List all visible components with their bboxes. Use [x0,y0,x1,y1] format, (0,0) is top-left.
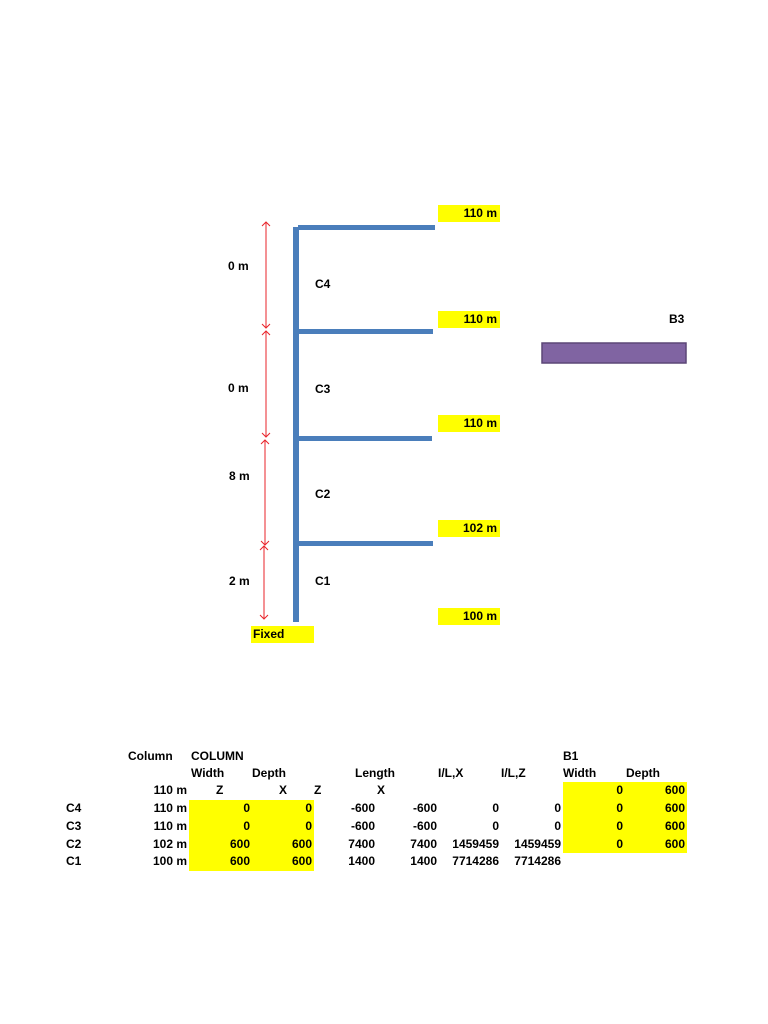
highlight-block [189,800,314,871]
column-label: C2 [315,487,331,501]
row-ilx: 1459459 [452,837,499,851]
span-label: 0 m [228,381,249,395]
row-level: 110 m [153,819,187,833]
row-depth: 0 [305,801,312,815]
row-len-z: -600 [350,819,375,833]
header-x: X [279,783,288,797]
b1-depth-cell: 600 [664,801,685,815]
column-label: C1 [315,574,331,588]
row-len-x: -600 [412,801,437,815]
row-len-z: 7400 [348,837,375,851]
row-level: 102 m [152,837,187,851]
row-ilx: 7714286 [452,854,499,868]
column-line [293,227,299,622]
header-depth: Depth [252,766,286,780]
b1-width-cell: 0 [616,801,623,815]
b1-depth-cell: 600 [664,819,685,833]
beam-label: B3 [669,312,685,326]
highlight-block [563,782,687,853]
level-label: 100 m [438,608,500,625]
row-width: 0 [243,819,250,833]
row-depth: 0 [305,819,312,833]
table-title-group: COLUMN [191,749,244,763]
frame-diagram [259,221,687,622]
row-name: C2 [66,837,82,851]
b1-header-depth: Depth [626,766,660,780]
level-label: 110 m [438,205,500,222]
table-title-column: Column [128,749,173,763]
header-width: Width [191,766,225,780]
beam-b3-bar [541,342,687,364]
level-label: 110 m [438,311,500,328]
row-ilz: 0 [554,819,561,833]
row-name: C4 [66,801,82,815]
b1-width-cell: 0 [616,819,623,833]
header-z: Z [216,783,224,797]
level-label: 110 m [438,415,500,432]
row-ilz: 7714286 [514,854,561,868]
b1-title: B1 [563,749,579,763]
row-len-z: 1400 [348,854,375,868]
b1-width-cell: 0 [616,783,623,797]
floor-beam [298,225,435,230]
column-label: C4 [315,277,331,291]
header-ilx: I/L,X [438,766,464,780]
row-depth: 600 [291,837,312,851]
row-level: 100 m [152,854,187,868]
support-label: Fixed [251,626,314,643]
row-depth: 600 [291,854,312,868]
floor-beam [298,541,433,546]
header-x: X [377,783,386,797]
header-length: Length [355,766,395,780]
row-len-x: 7400 [410,837,437,851]
row-width: 600 [229,837,250,851]
row-len-x: -600 [412,819,437,833]
row-width: 0 [243,801,250,815]
floor-beam [298,329,433,334]
row-width: 600 [229,854,250,868]
span-label: 2 m [229,574,250,588]
floor-beam [298,436,432,441]
header-ilz: I/L,Z [501,766,526,780]
column-label: C3 [315,382,331,396]
b1-width-cell: 0 [616,837,623,851]
row-ilz: 0 [554,801,561,815]
header-z: Z [314,783,322,797]
b1-depth-cell: 600 [664,783,685,797]
row-level: 110 m [153,801,187,815]
b1-header-width: Width [563,766,597,780]
row-name: C1 [66,854,82,868]
span-label: 8 m [229,469,250,483]
span-label: 0 m [228,259,249,273]
row-ilx: 0 [492,801,499,815]
row-ilx: 0 [492,819,499,833]
row-len-z: -600 [350,801,375,815]
level-label: 102 m [438,520,500,537]
b1-depth-cell: 600 [664,837,685,851]
top-level-cell: 110 m [153,783,187,797]
row-name: C3 [66,819,82,833]
row-ilz: 1459459 [514,837,561,851]
row-len-x: 1400 [410,854,437,868]
